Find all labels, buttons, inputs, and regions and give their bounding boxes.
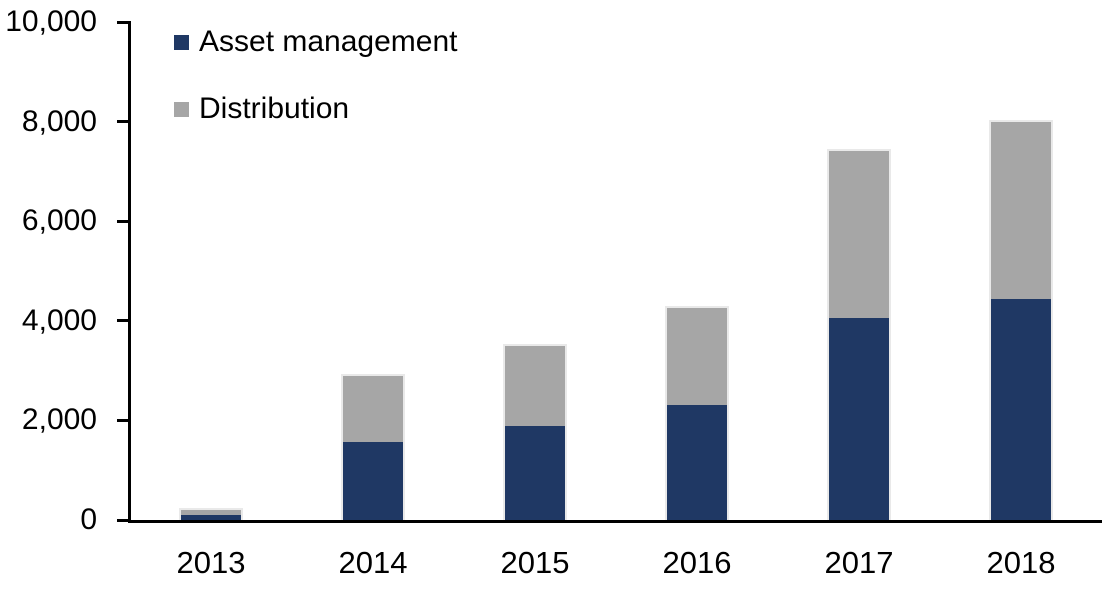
y-tick-label-10000: 10,000 bbox=[5, 5, 97, 38]
bar-segment-2017-distribution bbox=[829, 151, 889, 319]
bar-segment-2014-distribution bbox=[343, 375, 403, 442]
bar-2018 bbox=[989, 119, 1053, 520]
y-tick-4000 bbox=[117, 319, 131, 323]
bar-segment-2015-asset-management bbox=[505, 425, 565, 520]
x-label-2016: 2016 bbox=[662, 545, 732, 580]
y-tick-0 bbox=[117, 518, 131, 522]
y-tick-label-6000: 6,000 bbox=[21, 204, 97, 238]
x-label-2017: 2017 bbox=[824, 545, 894, 580]
bar-segment-2013-distribution bbox=[181, 510, 241, 515]
y-tick-label-2000: 2,000 bbox=[21, 403, 97, 437]
x-label-2014: 2014 bbox=[338, 545, 408, 580]
bar-2016 bbox=[665, 306, 729, 520]
legend: Asset management Distribution bbox=[174, 26, 457, 160]
x-label-2015: 2015 bbox=[500, 545, 570, 580]
y-tick-label-8000: 8,000 bbox=[21, 104, 97, 138]
y-tick-label-0: 0 bbox=[80, 503, 97, 536]
x-label-2013: 2013 bbox=[176, 545, 246, 580]
legend-swatch-distribution-icon bbox=[174, 101, 189, 117]
y-tick-8000 bbox=[117, 120, 131, 124]
legend-item-distribution: Distribution bbox=[174, 93, 457, 125]
bar-segment-2018-distribution bbox=[991, 121, 1051, 300]
bar-segment-2015-distribution bbox=[505, 345, 565, 426]
bar-segment-2016-distribution bbox=[667, 308, 727, 406]
bar-segment-2013-asset-management bbox=[181, 514, 241, 520]
y-tick-label-4000: 4,000 bbox=[21, 303, 97, 337]
x-axis-line bbox=[128, 520, 1102, 523]
x-label-2018: 2018 bbox=[986, 545, 1056, 580]
bar-2017 bbox=[827, 149, 891, 520]
y-tick-2000 bbox=[117, 418, 131, 422]
bar-segment-2014-asset-management bbox=[343, 441, 403, 520]
legend-item-asset-management: Asset management bbox=[174, 26, 457, 58]
plot-area: Asset management Distribution bbox=[130, 22, 1102, 520]
bar-segment-2016-asset-management bbox=[667, 405, 727, 520]
y-axis-line bbox=[128, 22, 131, 523]
bar-2014 bbox=[341, 373, 405, 520]
y-tick-10000 bbox=[117, 20, 131, 24]
bar-segment-2018-asset-management bbox=[991, 299, 1051, 520]
legend-swatch-asset-management-icon bbox=[174, 34, 189, 50]
legend-label-asset-management: Asset management bbox=[199, 25, 458, 58]
y-tick-6000 bbox=[117, 219, 131, 223]
bar-2013 bbox=[179, 508, 243, 520]
bar-2015 bbox=[503, 343, 567, 520]
legend-label-distribution: Distribution bbox=[199, 92, 350, 125]
bar-segment-2017-asset-management bbox=[829, 318, 889, 520]
